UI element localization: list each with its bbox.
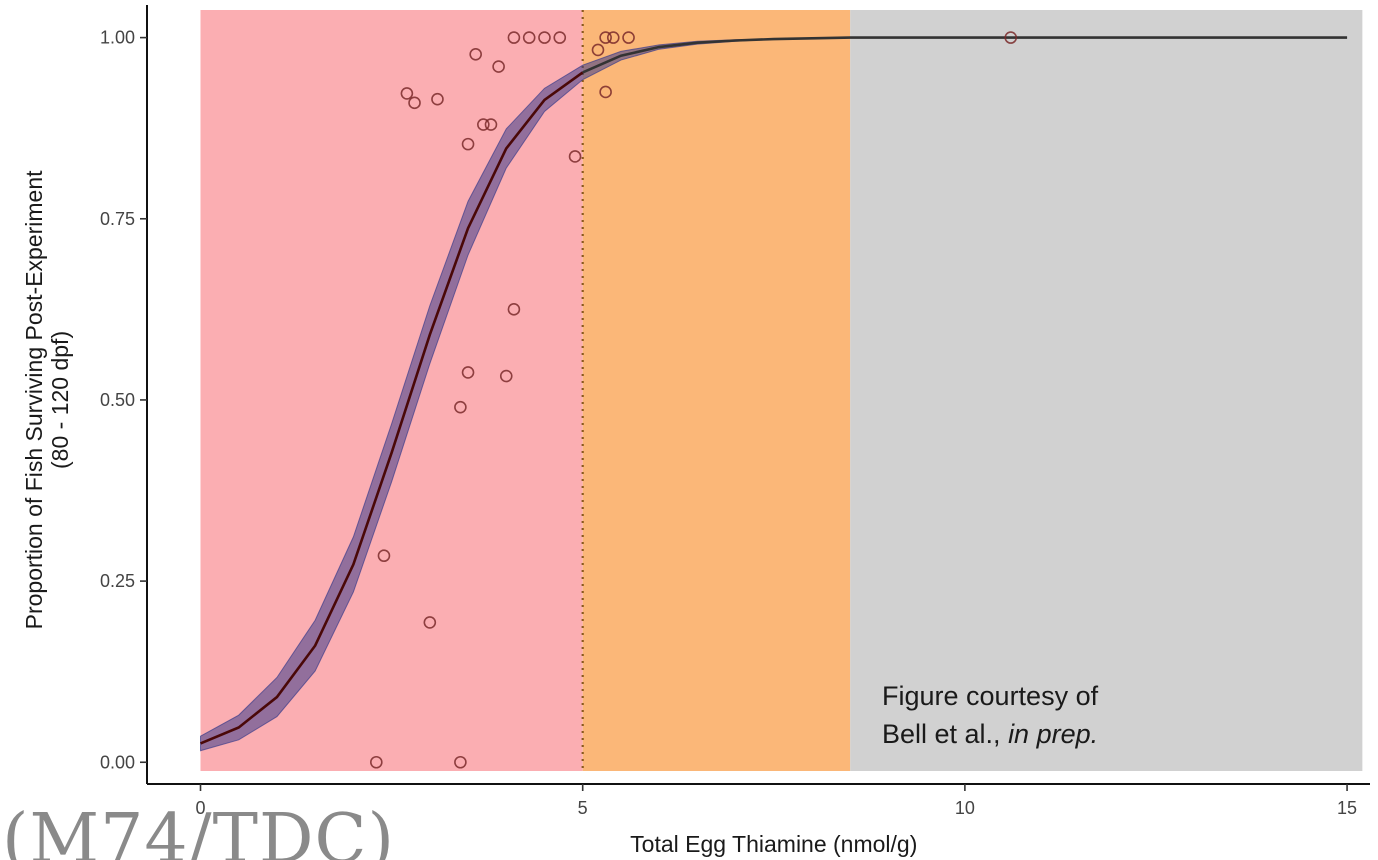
data-point-22	[591, 43, 605, 57]
credit-line-1: Figure courtesy of	[882, 681, 1099, 711]
risk-band-3	[850, 10, 1363, 771]
data-point-10	[477, 118, 490, 131]
y-tick-label-2: 0.25	[100, 571, 135, 591]
data-point-20	[553, 31, 567, 44]
data-point-25	[622, 31, 635, 44]
data-point-21	[568, 150, 582, 163]
data-point-4	[423, 616, 437, 629]
data-point-23	[599, 31, 612, 44]
x-tick-label-1: 0	[195, 798, 205, 818]
data-point-16	[492, 60, 505, 73]
data-point-9	[461, 137, 475, 151]
data-point-13	[408, 96, 421, 110]
y-axis-title-line-1: Proportion of Fish Surviving Post-Experi…	[21, 170, 47, 630]
risk-band-2	[582, 10, 851, 771]
x-tick-label-2: 5	[578, 798, 588, 818]
data-point-3	[377, 549, 391, 563]
credit-line-2: Bell et al., in prep.	[882, 715, 1098, 753]
y-tick-label-5: 1.00	[100, 28, 135, 48]
data-point-17	[507, 31, 521, 44]
figure-credit: Figure courtesy of Bell et al., in prep.	[882, 677, 1098, 753]
data-point-26	[599, 85, 612, 99]
fit-curve-segment-2	[582, 36, 1348, 74]
data-point-8	[507, 303, 521, 316]
y-axis-title: Proportion of Fish Surviving Post-Experi…	[21, 170, 73, 630]
x-axis-title: Total Egg Thiamine (nmol/g)	[630, 831, 917, 857]
data-point-12	[400, 87, 414, 100]
data-point-27	[1004, 31, 1018, 44]
data-point-18	[522, 31, 536, 44]
y-axis-title-line-2: (80 - 120 dpf)	[47, 331, 73, 469]
data-point-2	[454, 755, 467, 769]
y-tick-label-1: 0.00	[100, 752, 135, 772]
fit-curve-segment-1	[200, 71, 584, 745]
data-point-15	[469, 47, 482, 61]
credit-authors: Bell et al.,	[882, 719, 1009, 749]
data-point-5	[454, 400, 467, 414]
x-tick-label-3: 10	[955, 798, 975, 818]
data-point-1	[370, 755, 383, 769]
y-tick-label-3: 0.50	[100, 390, 135, 410]
data-point-6	[461, 366, 475, 379]
x-tick-label-4: 15	[1337, 798, 1357, 818]
data-point-24	[606, 31, 620, 44]
data-point-14	[431, 92, 444, 106]
overlay-label: (M74/TDC)	[2, 800, 396, 860]
data-point-19	[538, 31, 551, 44]
credit-status: in prep.	[1008, 719, 1099, 749]
data-point-11	[484, 118, 498, 131]
data-point-7	[499, 369, 513, 383]
y-tick-label-4: 0.75	[100, 209, 135, 229]
